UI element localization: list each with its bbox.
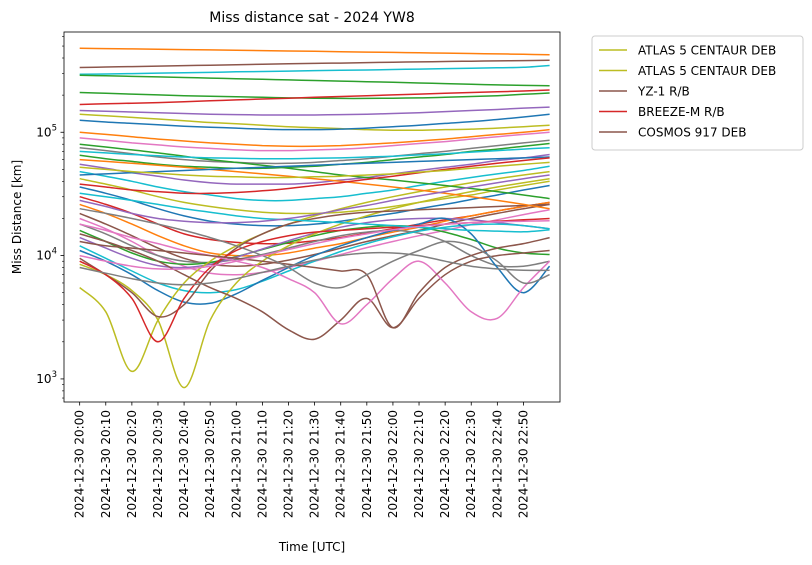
series-line-15: [79, 165, 550, 202]
x-tick-label: 2024-12-30 21:40: [334, 410, 348, 518]
x-tick-label: 2024-12-30 20:20: [125, 410, 139, 518]
legend-label: ATLAS 5 CENTAUR DEB: [638, 64, 776, 78]
series-line-2: [79, 59, 550, 69]
x-tick-label: 2024-12-30 21:20: [282, 410, 296, 518]
series-line-17: [79, 184, 550, 227]
series-line-19: [79, 201, 550, 257]
series-line-27: [79, 170, 550, 373]
series-line-12: [79, 139, 550, 165]
series-line-40: [79, 174, 550, 224]
legend-label: COSMOS 917 DEB: [638, 126, 746, 140]
series-line-9: [79, 113, 550, 131]
series-line-44: [79, 146, 550, 160]
x-tick-label: 2024-12-30 22:10: [412, 410, 426, 518]
series-line-32: [79, 223, 551, 325]
x-tick-label: 2024-12-30 22:40: [490, 410, 504, 518]
legend-label: ATLAS 5 CENTAUR DEB: [638, 44, 776, 58]
legend-box: [591, 35, 804, 151]
x-tick-label: 2024-12-30 20:30: [151, 410, 165, 518]
series-layer: [79, 47, 551, 389]
series-line-3: [79, 64, 550, 76]
series-line-35: [79, 192, 550, 233]
series-line-36: [79, 158, 550, 210]
x-tick-label: 2024-12-30 20:10: [99, 410, 113, 518]
series-line-28: [79, 177, 550, 389]
x-tick-label: 2024-12-30 22:20: [438, 410, 452, 518]
series-line-4: [79, 74, 550, 87]
x-tick-label: 2024-12-30 20:50: [203, 410, 217, 518]
x-tick-label: 2024-12-30 21:10: [255, 410, 269, 518]
x-axis-label: Time [UTC]: [278, 540, 345, 554]
series-line-43: [79, 161, 550, 179]
series-line-42: [79, 251, 550, 286]
series-line-33: [79, 236, 550, 329]
series-line-7: [79, 106, 550, 116]
y-tick-label: 104: [36, 247, 57, 263]
x-tick-label: 2024-12-30 20:00: [73, 410, 87, 518]
series-line-31: [79, 233, 550, 341]
series-line-37: [79, 143, 550, 200]
series-line-16: [79, 177, 550, 215]
series-line-14: [79, 153, 550, 185]
series-line-39: [79, 157, 550, 195]
x-tick-label: 2024-12-30 22:00: [386, 410, 400, 518]
series-line-8: [79, 113, 550, 131]
x-tick-label: 2024-12-30 22:30: [464, 410, 478, 518]
legend-label: YZ-1 R/B: [637, 85, 690, 99]
x-tick-label: 2024-12-30 20:40: [177, 410, 191, 518]
plot-frame: [63, 31, 561, 403]
series-line-20: [79, 203, 550, 267]
y-tick-label: 103: [36, 370, 57, 386]
legend-label: BREEZE-M R/B: [638, 105, 725, 119]
series-line-34: [79, 207, 550, 289]
series-line-10: [79, 128, 550, 148]
y-axis-label: Miss Distance [km]: [10, 160, 24, 274]
series-line-11: [79, 131, 550, 152]
series-line-6: [79, 89, 550, 106]
series-line-38: [79, 156, 550, 176]
series-line-5: [79, 91, 550, 100]
x-axis: 2024-12-30 20:00 2024-12-30 20:10 2024-12-…: [73, 402, 531, 518]
x-tick-label: 2024-12-30 22:50: [517, 410, 531, 518]
x-tick-label: 2024-12-30 21:30: [308, 410, 322, 518]
legend: ATLAS 5 CENTAUR DEB ATLAS 5 CENTAUR DEB YZ…: [591, 35, 804, 151]
series-line-41: [79, 219, 550, 270]
y-tick-label: 105: [36, 123, 57, 139]
x-tick-label: 2024-12-30 21:00: [229, 410, 243, 518]
x-tick-label: 2024-12-30 21:50: [360, 410, 374, 518]
y-axis: 103 104 105: [36, 35, 64, 399]
chart-title: Miss distance sat - 2024 YW8: [209, 10, 414, 26]
series-line-26: [79, 217, 551, 305]
series-line-29: [79, 203, 550, 318]
series-line-1: [79, 47, 550, 56]
